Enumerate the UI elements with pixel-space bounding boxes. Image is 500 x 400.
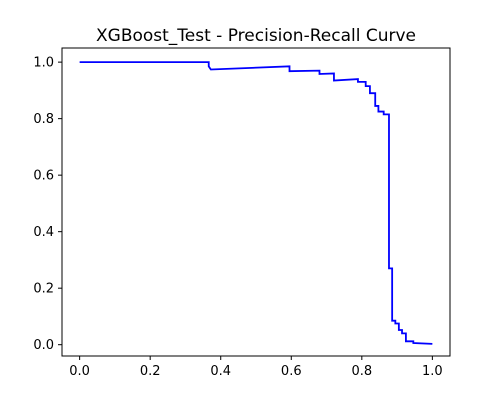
series-layer bbox=[79, 61, 433, 345]
chart-title: XGBoost_Test - Precision-Recall Curve bbox=[96, 26, 416, 46]
plot-frame bbox=[61, 47, 451, 357]
precision-recall-line bbox=[79, 61, 433, 345]
y-tick-label: 0.2 bbox=[33, 282, 54, 297]
x-tick-label: 0.8 bbox=[351, 364, 372, 379]
x-tick-label: 0.4 bbox=[210, 364, 231, 379]
x-tick-label: 0.0 bbox=[69, 364, 90, 379]
y-tick-label: 0.8 bbox=[33, 112, 54, 127]
x-tick-label: 1.0 bbox=[422, 364, 443, 379]
x-tick-label: 0.2 bbox=[140, 364, 161, 379]
x-axis: 0.0 0.2 0.4 0.6 0.8 1.0 bbox=[69, 356, 443, 379]
x-tick-label: 0.6 bbox=[281, 364, 302, 379]
y-axis: 0.0 0.2 0.4 0.6 0.8 1.0 bbox=[33, 56, 62, 353]
y-tick-label: 1.0 bbox=[33, 56, 54, 71]
y-tick-label: 0.4 bbox=[33, 225, 54, 240]
y-tick-label: 0.6 bbox=[33, 169, 54, 184]
y-tick-label: 0.0 bbox=[33, 338, 54, 353]
